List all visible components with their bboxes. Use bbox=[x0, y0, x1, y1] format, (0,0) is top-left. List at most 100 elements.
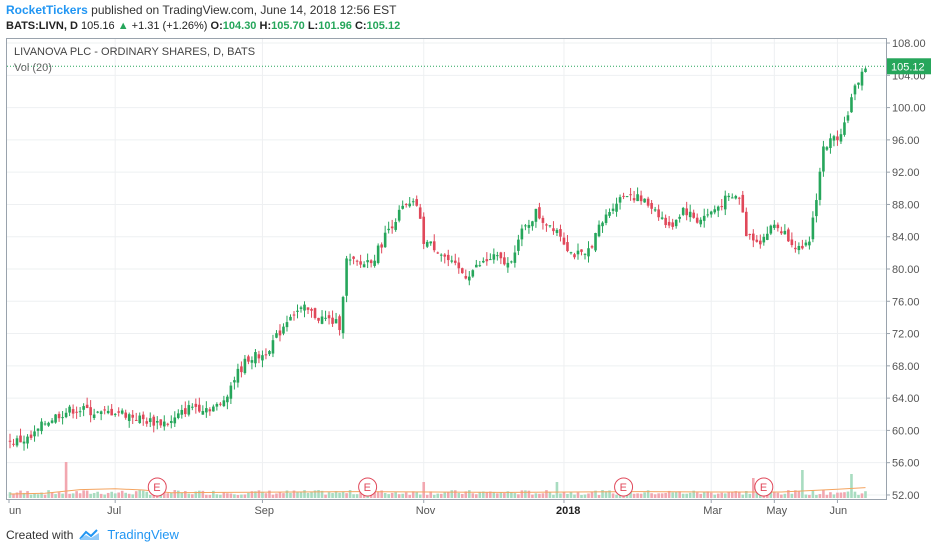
volume-bar bbox=[134, 491, 138, 498]
candle bbox=[541, 217, 545, 223]
candle bbox=[485, 259, 489, 262]
candle bbox=[808, 241, 811, 246]
candle bbox=[590, 246, 594, 248]
volume-bar bbox=[723, 493, 727, 498]
volume-bar bbox=[348, 490, 352, 498]
volume-bar bbox=[212, 490, 215, 498]
volume-bar bbox=[54, 494, 57, 498]
candle bbox=[324, 317, 327, 319]
volume-bar bbox=[773, 491, 776, 498]
candle bbox=[54, 414, 57, 423]
high-value: 105.70 bbox=[271, 20, 305, 32]
candle bbox=[117, 411, 120, 413]
x-tick-label: Jun bbox=[829, 505, 847, 517]
volume-bar bbox=[40, 492, 43, 498]
x-tick-label: un bbox=[9, 505, 21, 517]
volume-bar bbox=[513, 493, 517, 498]
volume-bar bbox=[222, 492, 226, 498]
candle bbox=[864, 68, 867, 73]
candle bbox=[460, 268, 464, 274]
footer: Created with TradingView bbox=[6, 527, 179, 542]
candle bbox=[667, 221, 671, 226]
candle bbox=[187, 405, 191, 415]
candle bbox=[387, 228, 390, 231]
candle bbox=[513, 252, 517, 263]
price-chart[interactable]: 108.00104.00100.0096.0092.0088.0084.0080… bbox=[0, 0, 932, 520]
volume-bar bbox=[517, 494, 520, 498]
candle bbox=[85, 404, 89, 409]
candle bbox=[436, 252, 440, 254]
volume-bar bbox=[187, 493, 191, 498]
candle bbox=[152, 416, 156, 426]
volume-bar bbox=[850, 474, 853, 498]
symbol-label: BATS:LIVN, D bbox=[6, 20, 78, 32]
candle bbox=[226, 396, 229, 403]
candle bbox=[860, 71, 864, 86]
volume-bar bbox=[148, 494, 152, 498]
candle bbox=[843, 122, 846, 135]
volume-bar bbox=[306, 492, 310, 498]
volume-bar bbox=[636, 493, 639, 498]
candle bbox=[43, 423, 47, 425]
candle bbox=[797, 245, 801, 251]
candle bbox=[453, 260, 457, 263]
candle bbox=[580, 249, 583, 252]
volume-bar bbox=[583, 494, 587, 498]
last-price-label: 105.12 bbox=[891, 61, 925, 73]
candle bbox=[734, 195, 738, 199]
candle bbox=[162, 421, 166, 427]
candle bbox=[233, 380, 236, 383]
volume-bar bbox=[383, 493, 387, 498]
candle bbox=[264, 354, 268, 356]
candle bbox=[446, 254, 450, 261]
volume-bar bbox=[713, 494, 717, 498]
volume-bar bbox=[278, 491, 282, 498]
candle bbox=[531, 221, 534, 227]
volume-bar bbox=[422, 482, 426, 498]
volume-bar bbox=[124, 492, 128, 498]
volume-bar bbox=[99, 493, 103, 498]
volume-bar bbox=[215, 494, 219, 498]
volume-bar bbox=[615, 494, 618, 498]
candle bbox=[618, 197, 622, 203]
tradingview-brand-link[interactable]: TradingView bbox=[107, 527, 179, 542]
volume-bar bbox=[671, 492, 674, 498]
volume-bar bbox=[373, 491, 376, 498]
published-line: RocketTickers published on TradingView.c… bbox=[6, 3, 396, 17]
candle bbox=[520, 228, 524, 240]
volume-bar bbox=[688, 492, 692, 498]
close-value: 105.12 bbox=[366, 20, 401, 32]
volume-bar bbox=[15, 492, 19, 498]
volume-bar bbox=[345, 493, 348, 498]
volume-bar bbox=[475, 494, 478, 498]
volume-bar bbox=[261, 491, 264, 498]
candle bbox=[82, 406, 85, 410]
candle bbox=[366, 260, 369, 263]
volume-bar bbox=[439, 493, 443, 498]
candle bbox=[229, 385, 233, 399]
volume-bar bbox=[510, 492, 513, 498]
volume-bar bbox=[282, 493, 285, 498]
volume-bar bbox=[744, 491, 748, 498]
candle bbox=[36, 428, 40, 431]
candle bbox=[822, 146, 825, 172]
candle bbox=[759, 240, 762, 245]
volume-bar bbox=[275, 493, 278, 498]
volume-bar bbox=[191, 494, 194, 498]
volume-legend: Vol (20) bbox=[14, 62, 52, 74]
volume-bar bbox=[864, 491, 867, 498]
volume-bar bbox=[285, 490, 289, 498]
candle bbox=[61, 417, 64, 419]
candle bbox=[92, 414, 96, 419]
volume-bar bbox=[836, 492, 839, 498]
candle bbox=[12, 443, 15, 445]
candle bbox=[769, 225, 773, 234]
candle bbox=[604, 214, 608, 223]
volume-bar bbox=[755, 491, 759, 498]
candle bbox=[839, 134, 843, 142]
volume-bar bbox=[857, 494, 860, 498]
candle bbox=[783, 230, 787, 235]
candle bbox=[608, 212, 611, 216]
author-link[interactable]: RocketTickers bbox=[6, 3, 88, 17]
candle bbox=[559, 229, 562, 237]
